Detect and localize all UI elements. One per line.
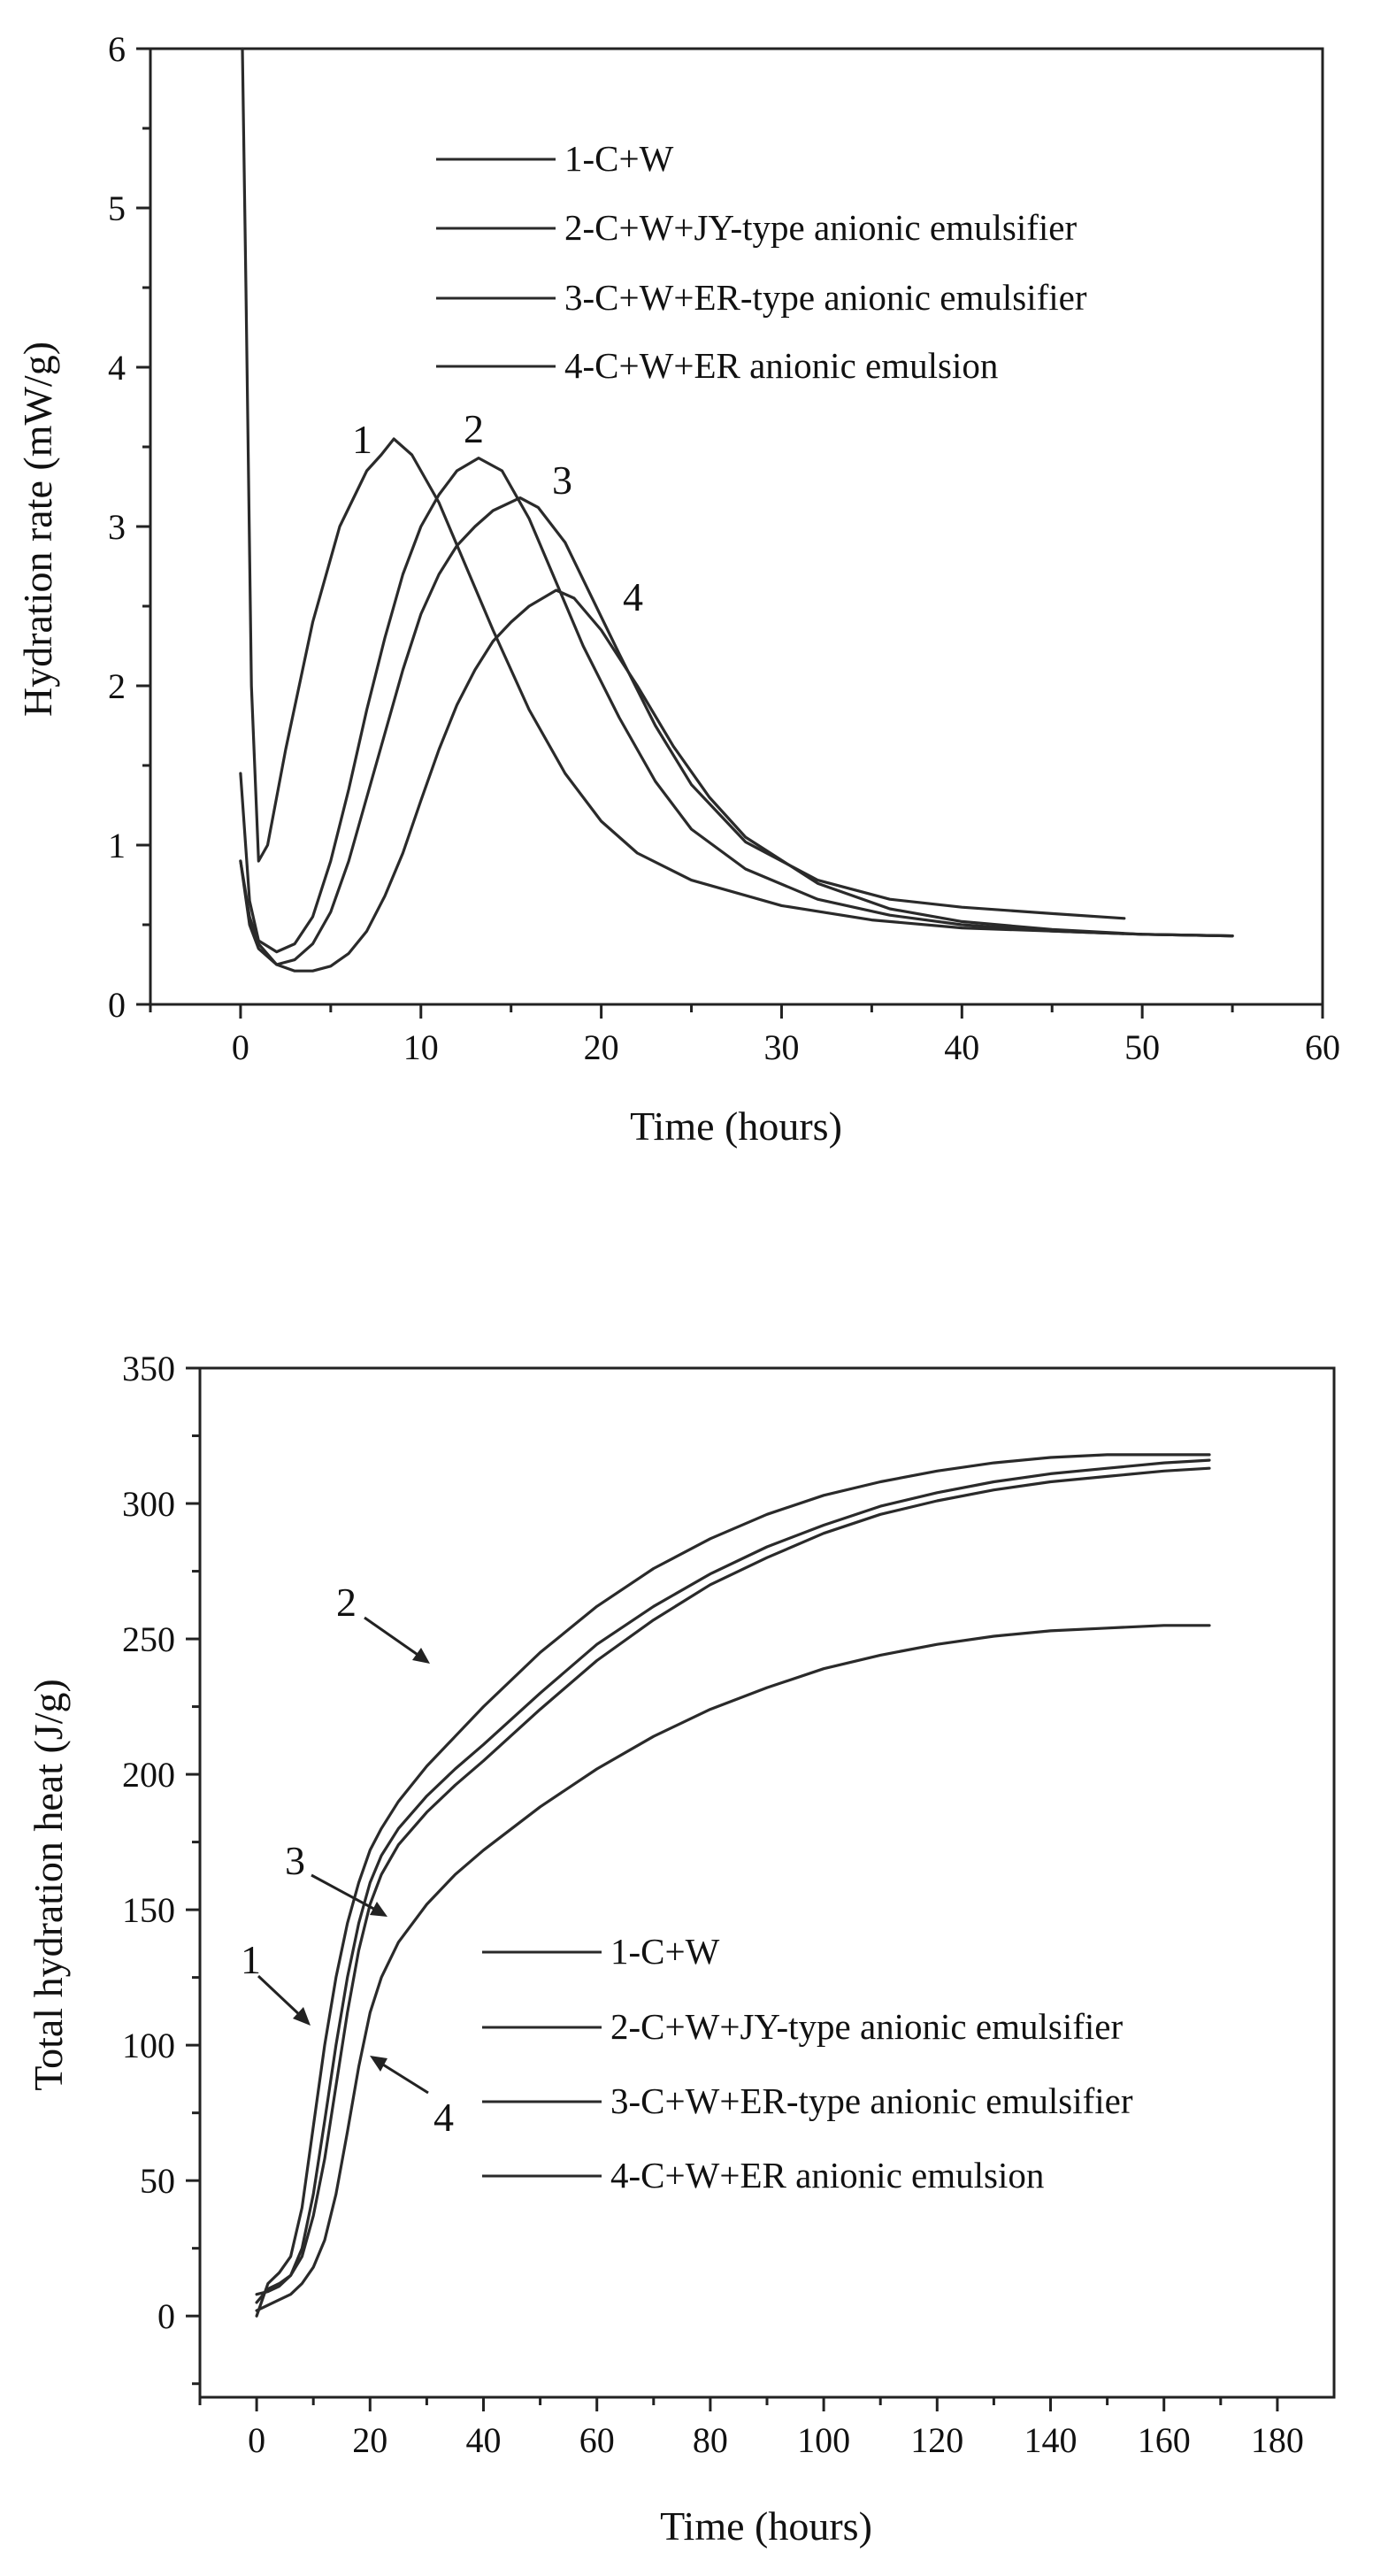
total-hydration-heat-chart: 0 20 40 60 80 100 120 140 160 180 0 50 100 150 200 250… bbox=[26, 1349, 1336, 2549]
x-tick-label: 140 bbox=[1024, 2420, 1078, 2460]
x-tick-label: 60 bbox=[579, 2420, 615, 2460]
y-tick-label: 50 bbox=[140, 2161, 175, 2201]
x-tick-label: 120 bbox=[910, 2420, 963, 2460]
series-lines bbox=[239, 47, 1234, 973]
y-tick-label: 2 bbox=[108, 666, 126, 706]
arrow-head-2 bbox=[412, 1648, 430, 1664]
series-line-2 bbox=[239, 457, 1234, 954]
legend-label-3: 3-C+W+ER-type anionic emulsifier bbox=[610, 2080, 1133, 2121]
annotation-label-3: 3 bbox=[285, 1838, 305, 1883]
series-line-2 bbox=[255, 1458, 1211, 2304]
y-tick-label: 150 bbox=[122, 1890, 175, 1930]
curve-label-3: 3 bbox=[552, 458, 572, 503]
curve-label-4: 4 bbox=[623, 574, 643, 619]
y-axis-title: Total hydration heat (J/g) bbox=[26, 1679, 71, 2091]
y-tick-label: 100 bbox=[122, 2026, 175, 2065]
series-line-3 bbox=[239, 496, 1126, 966]
x-tick-label: 50 bbox=[1124, 1027, 1160, 1067]
arrow-line-2 bbox=[364, 1616, 424, 1660]
x-tick-label: 20 bbox=[352, 2420, 387, 2460]
y-axis-title: Hydration rate (mW/g) bbox=[15, 342, 60, 717]
x-axis-ticks: 0 20 40 60 80 100 120 140 160 180 bbox=[198, 2397, 1304, 2460]
legend-label-1: 1-C+W bbox=[564, 138, 674, 179]
x-axis-title: Time (hours) bbox=[660, 2503, 872, 2549]
legend-label-4: 4-C+W+ER anionic emulsion bbox=[564, 345, 998, 386]
y-tick-label: 1 bbox=[108, 826, 126, 865]
y-tick-label: 6 bbox=[108, 29, 126, 69]
series-line-3 bbox=[255, 1466, 1211, 2296]
y-axis-ticks: 0 50 100 150 200 250 300 350 bbox=[122, 1349, 200, 2386]
curve-label-2: 2 bbox=[464, 406, 484, 451]
annotation-arrows bbox=[257, 1616, 430, 2095]
legend: 1-C+W 2-C+W+JY-type anionic emulsifier 3… bbox=[482, 1931, 1133, 2195]
x-tick-label: 100 bbox=[797, 2420, 850, 2460]
x-axis-title: Time (hours) bbox=[630, 1103, 842, 1149]
y-tick-label: 0 bbox=[108, 985, 126, 1025]
legend-label-4: 4-C+W+ER anionic emulsion bbox=[610, 2155, 1044, 2195]
series-line-1 bbox=[241, 47, 1234, 938]
x-tick-label: 10 bbox=[403, 1027, 439, 1067]
curve-label-1: 1 bbox=[352, 417, 372, 462]
y-tick-label: 300 bbox=[122, 1484, 175, 1524]
x-tick-label: 0 bbox=[232, 1027, 249, 1067]
hydration-rate-chart: 0 10 20 30 40 50 60 0 1 2 3 4 5 6 Time (hours) Hydra… bbox=[15, 29, 1340, 1149]
annotation-label-2: 2 bbox=[336, 1580, 357, 1625]
legend-label-2: 2-C+W+JY-type anionic emulsifier bbox=[564, 207, 1077, 248]
series-lines bbox=[255, 1453, 1211, 2318]
legend: 1-C+W 2-C+W+JY-type anionic emulsifier 3… bbox=[436, 138, 1087, 386]
y-tick-label: 5 bbox=[108, 188, 126, 228]
x-tick-label: 40 bbox=[466, 2420, 502, 2460]
legend-label-2: 2-C+W+JY-type anionic emulsifier bbox=[610, 2006, 1123, 2047]
y-tick-label: 200 bbox=[122, 1755, 175, 1795]
arrow-line-3 bbox=[311, 1873, 380, 1913]
series-line-4 bbox=[255, 1624, 1211, 2312]
y-axis-ticks: 0 1 2 3 4 5 6 bbox=[108, 29, 150, 1025]
x-tick-label: 0 bbox=[248, 2420, 265, 2460]
arrow-line-4 bbox=[378, 2060, 429, 2095]
annotation-label-4: 4 bbox=[433, 2095, 454, 2140]
series-line-4 bbox=[239, 588, 1234, 973]
arrow-head-4 bbox=[370, 2056, 387, 2072]
legend-label-3: 3-C+W+ER-type anionic emulsifier bbox=[564, 277, 1087, 318]
arrow-head-3 bbox=[370, 1902, 387, 1917]
y-tick-label: 0 bbox=[157, 2296, 175, 2336]
legend-label-1: 1-C+W bbox=[610, 1931, 720, 1972]
annotation-label-1: 1 bbox=[241, 1937, 261, 1982]
series-line-1 bbox=[255, 1453, 1211, 2318]
x-tick-label: 160 bbox=[1138, 2420, 1191, 2460]
x-tick-label: 80 bbox=[693, 2420, 728, 2460]
y-tick-label: 3 bbox=[108, 507, 126, 547]
y-tick-label: 4 bbox=[108, 348, 126, 388]
x-tick-label: 180 bbox=[1251, 2420, 1304, 2460]
x-tick-label: 20 bbox=[584, 1027, 619, 1067]
arrow-line-1 bbox=[257, 1974, 304, 2019]
x-tick-label: 30 bbox=[763, 1027, 799, 1067]
x-tick-label: 40 bbox=[944, 1027, 979, 1067]
arrow-head-1 bbox=[293, 2007, 311, 2026]
x-tick-label: 60 bbox=[1305, 1027, 1340, 1067]
y-tick-label: 250 bbox=[122, 1619, 175, 1659]
x-axis-ticks: 0 10 20 30 40 50 60 bbox=[149, 1004, 1340, 1067]
y-tick-label: 350 bbox=[122, 1349, 175, 1388]
